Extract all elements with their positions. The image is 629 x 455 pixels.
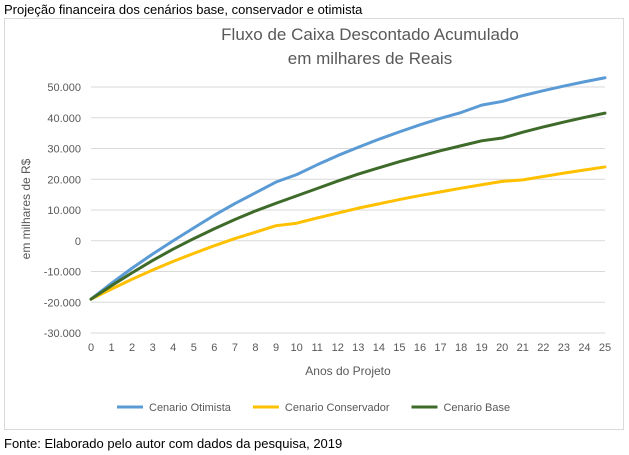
series-line (89, 111, 607, 301)
figure-caption: Projeção financeira dos cenários base, c… (4, 2, 363, 17)
x-tick-label: 15 (393, 342, 405, 354)
x-tick-label: 18 (455, 342, 467, 354)
legend-label: Cenario Base (443, 402, 510, 414)
x-tick-label: 1 (108, 342, 114, 354)
legend-label: Cenario Otimista (149, 402, 232, 414)
y-tick-label: 20.000 (47, 174, 81, 186)
x-tick-label: 24 (578, 342, 590, 354)
x-tick-label: 20 (496, 342, 508, 354)
x-tick-label: 8 (252, 342, 258, 354)
x-tick-label: 3 (150, 342, 156, 354)
x-axis-ticks: 0 1 2 3 4 5 6 7 8 9 10 11 12 13 14 15 16 17 18 19 20 21 22 23 24… (88, 342, 611, 354)
series-line (89, 165, 607, 301)
x-tick-label: 0 (88, 342, 94, 354)
x-tick-label: 23 (558, 342, 570, 354)
x-tick-label: 25 (599, 342, 611, 354)
x-tick-label: 17 (434, 342, 446, 354)
y-tick-label: -20.000 (44, 297, 81, 309)
x-tick-label: 16 (414, 342, 426, 354)
x-tick-label: 22 (537, 342, 549, 354)
y-tick-label: -10.000 (44, 267, 81, 279)
y-tick-label: 50.000 (47, 82, 81, 94)
x-tick-label: 11 (311, 342, 322, 354)
y-tick-label: 30.000 (47, 144, 81, 156)
x-axis-label: Anos do Projeto (305, 364, 391, 378)
legend-label: Cenario Conservador (285, 402, 390, 414)
x-tick-label: 19 (476, 342, 488, 354)
x-tick-label: 14 (373, 342, 385, 354)
chart-frame: Fluxo de Caixa Descontado Acumulado em m… (4, 18, 624, 430)
y-tick-label: 40.000 (47, 113, 81, 125)
x-tick-label: 2 (129, 342, 135, 354)
x-tick-label: 21 (517, 342, 529, 354)
source-note: Fonte: Elaborado pelo autor com dados da… (4, 436, 343, 451)
x-tick-label: 9 (273, 342, 279, 354)
x-tick-label: 12 (332, 342, 344, 354)
chart-legend: Cenario Otimista Cenario Conservador Cenar… (117, 402, 510, 414)
chart-subtitle: em milhares de Reais (288, 49, 452, 68)
line-chart: Fluxo de Caixa Descontado Acumulado em m… (19, 25, 611, 414)
x-tick-label: 5 (191, 342, 197, 354)
x-tick-label: 6 (211, 342, 217, 354)
series-line (89, 76, 607, 301)
x-tick-label: 7 (232, 342, 238, 354)
y-axis-ticks: -30.000 -20.000 -10.000 0 10.000 20.000 30.000… (44, 82, 81, 340)
chart-title: Fluxo de Caixa Descontado Acumulado (221, 25, 519, 44)
x-tick-label: 10 (290, 342, 302, 354)
y-tick-label: -30.000 (44, 328, 81, 340)
y-tick-label: 10.000 (47, 205, 81, 217)
x-tick-label: 4 (170, 342, 176, 354)
x-tick-label: 13 (352, 342, 364, 354)
series-lines (89, 76, 607, 301)
y-axis-label: em milhares de R$ (19, 158, 33, 259)
y-tick-label: 0 (75, 236, 81, 248)
